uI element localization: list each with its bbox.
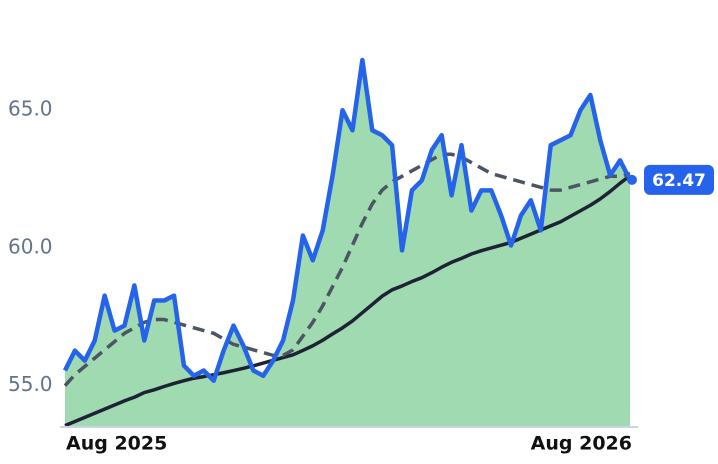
y-tick-label: 60.0	[8, 234, 53, 258]
x-tick-label: Aug 2026	[531, 433, 632, 455]
last-point	[627, 174, 637, 185]
y-tick-label: 55.0	[8, 372, 53, 396]
series-line	[62, 57, 633, 383]
series-line	[63, 152, 631, 387]
price-badge	[644, 164, 714, 195]
price-label: 62.47	[652, 171, 706, 191]
price-area	[65, 60, 630, 428]
y-tick-label: 65.0	[8, 97, 53, 121]
series-line	[64, 174, 632, 428]
x-tick-label: Aug 2025	[66, 433, 167, 455]
